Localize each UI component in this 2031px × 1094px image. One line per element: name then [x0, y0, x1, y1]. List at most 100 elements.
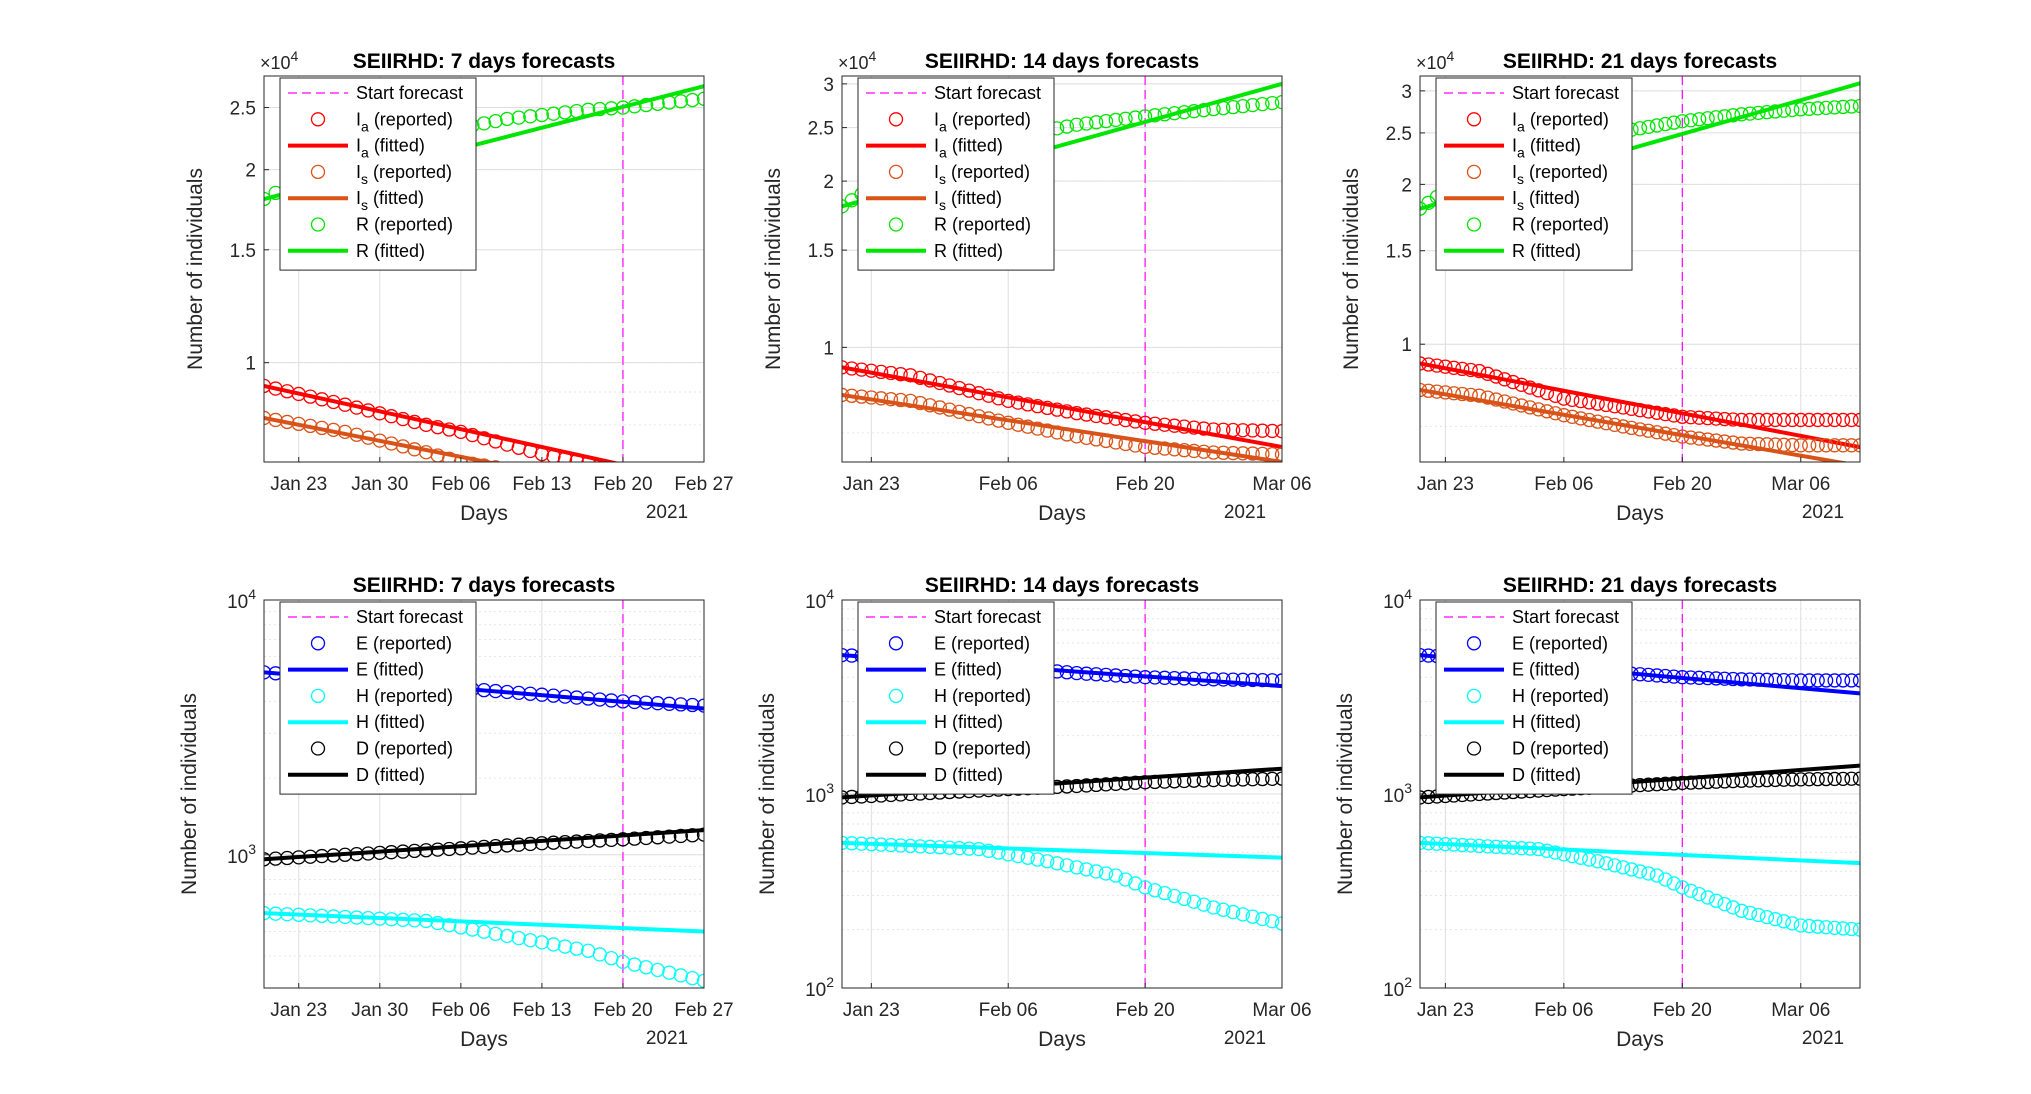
data-point	[477, 458, 491, 462]
y-tick-label: 2	[823, 172, 834, 193]
data-point	[1059, 119, 1075, 134]
data-point	[546, 835, 561, 850]
legend-entry-label: D (fitted)	[934, 765, 1003, 785]
chart-title: SEIIRHD: 7 days forecasts	[353, 50, 616, 73]
data-point	[1742, 905, 1758, 921]
legend-entry-label: D (fitted)	[356, 765, 425, 785]
x-tick-label: Mar 06	[1252, 474, 1311, 495]
y-axis-label: Number of individuals	[184, 168, 207, 370]
data-point	[903, 368, 918, 383]
data-point	[1235, 907, 1251, 922]
data-point	[1725, 671, 1741, 687]
x-tick-label: Feb 20	[593, 474, 652, 495]
data-point	[1059, 858, 1075, 873]
legend-swatch-marker	[310, 741, 326, 756]
data-point	[1734, 903, 1749, 918]
data-point	[1675, 409, 1690, 424]
data-point	[1641, 119, 1656, 135]
data-point	[1827, 920, 1842, 935]
legend-entry-label: D (reported)	[934, 739, 1031, 759]
tick-marks	[1420, 90, 1802, 462]
data-point	[685, 697, 700, 713]
data-point	[1666, 115, 1681, 130]
x-year-label: 2021	[1802, 502, 1844, 523]
x-tick-label: Feb 06	[431, 474, 490, 495]
data-point	[1835, 673, 1851, 688]
data-point	[650, 830, 665, 845]
data-point	[1835, 921, 1851, 936]
series-line	[842, 392, 1282, 462]
data-point	[569, 834, 584, 849]
x-tick-label: Feb 06	[1534, 1000, 1593, 1021]
data-point	[1802, 101, 1817, 116]
data-point	[1776, 914, 1791, 929]
data-point	[1810, 919, 1825, 934]
data-point	[696, 827, 704, 842]
data-point	[1108, 868, 1123, 883]
legend-entry-label: Ia (reported)	[1512, 109, 1609, 134]
data-point	[1079, 116, 1094, 131]
x-axis-label: Days	[1038, 1028, 1086, 1051]
data-point	[592, 101, 607, 117]
data-point	[1157, 441, 1172, 456]
y-axis-label: Number of individuals	[1340, 168, 1363, 370]
data-point	[651, 466, 664, 479]
data-point	[913, 370, 928, 386]
y-tick-label: 102	[1383, 974, 1412, 1001]
data-point	[1641, 777, 1656, 792]
data-point	[1196, 897, 1211, 912]
data-point	[1793, 772, 1808, 787]
x-tick-label: Jan 30	[351, 1000, 408, 1021]
data-point	[1186, 894, 1202, 909]
data-point	[1108, 776, 1123, 791]
legend-swatch-marker	[888, 112, 904, 127]
x-year-label: 2021	[1224, 502, 1266, 523]
data-point	[1463, 387, 1478, 403]
data-point	[1225, 904, 1241, 920]
data-point	[696, 91, 704, 106]
data-point	[1040, 400, 1055, 416]
data-point	[1274, 771, 1282, 786]
y-tick-power: 4	[1404, 586, 1412, 602]
x-tick-label: Mar 06	[1771, 474, 1830, 495]
legend-entry-label: Start forecast	[934, 607, 1041, 627]
data-point	[1177, 443, 1192, 458]
legend-swatch-marker	[888, 217, 904, 232]
data-point	[534, 107, 550, 123]
series-markers	[1420, 835, 1860, 937]
data-point	[1030, 852, 1045, 867]
legend-swatch-marker	[888, 688, 904, 704]
data-point	[1274, 673, 1282, 688]
y-tick-label: 2.5	[1386, 124, 1412, 145]
y-exponent-power: 4	[869, 48, 877, 64]
data-point	[523, 109, 538, 124]
data-point	[1040, 854, 1055, 869]
data-point	[1759, 909, 1775, 925]
y-tick-label: 2.5	[230, 99, 256, 120]
data-point	[1137, 880, 1153, 895]
data-point	[1455, 386, 1470, 402]
data-point	[1819, 100, 1834, 116]
data-point	[1700, 890, 1715, 905]
data-point	[1844, 921, 1859, 937]
data-point	[1020, 397, 1035, 412]
legend-entry-label: Is (reported)	[1512, 162, 1608, 187]
data-point	[1489, 392, 1504, 407]
data-point	[1827, 438, 1842, 453]
data-point	[1785, 437, 1800, 453]
x-tick-label: Jan 23	[1417, 474, 1474, 495]
data-point	[581, 833, 596, 849]
y-tick-base: 10	[805, 980, 826, 1001]
data-point	[1793, 438, 1808, 453]
data-point	[1255, 771, 1270, 787]
legend-entry-label: E (fitted)	[356, 660, 424, 680]
data-point	[1819, 920, 1834, 935]
data-point	[922, 398, 938, 413]
y-tick-power: 3	[248, 841, 256, 857]
y-tick-label: 1.5	[230, 241, 256, 262]
data-point	[1089, 864, 1104, 879]
data-point	[1157, 885, 1172, 901]
data-point	[1235, 423, 1251, 438]
